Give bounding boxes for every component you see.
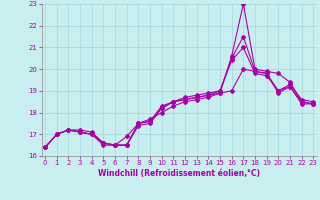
X-axis label: Windchill (Refroidissement éolien,°C): Windchill (Refroidissement éolien,°C) bbox=[98, 169, 260, 178]
